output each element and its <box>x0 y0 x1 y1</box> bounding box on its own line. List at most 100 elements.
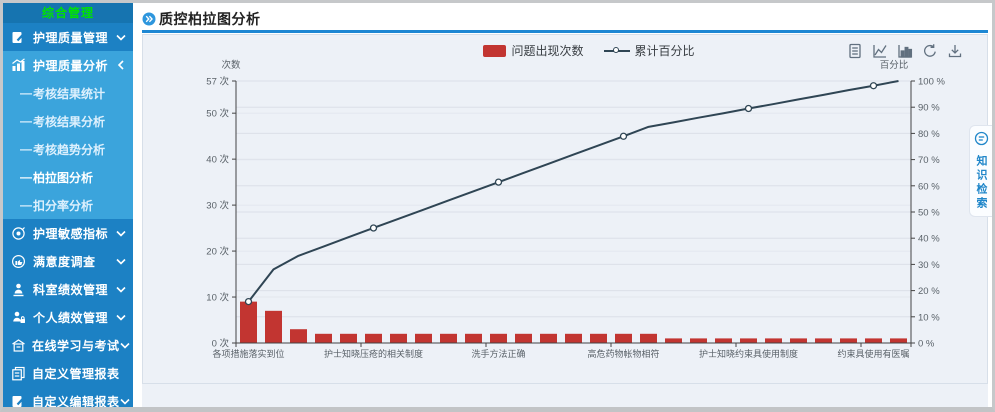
line-swatch-icon <box>603 46 630 53</box>
bar[interactable] <box>690 338 707 343</box>
y-left-tick-label: 30 次 <box>206 200 229 212</box>
knowledge-search-tab[interactable]: 知识检索 <box>969 125 992 217</box>
bar[interactable] <box>565 333 582 343</box>
y-right-tick-label: 10 % <box>918 312 940 323</box>
bar[interactable] <box>715 338 732 343</box>
bar[interactable] <box>665 338 682 343</box>
y-right-axis-name: 百分比 <box>880 59 909 71</box>
y-left-tick-label: 10 次 <box>206 292 229 304</box>
dash-bullet: — <box>20 142 32 156</box>
thumbs-up-icon <box>11 254 27 269</box>
bar[interactable] <box>890 338 907 343</box>
bar[interactable] <box>590 333 607 343</box>
y-left-tick-label: 20 次 <box>206 246 229 258</box>
data-view-icon[interactable] <box>847 43 863 59</box>
x-axis-label: 约束具使用有医嘱 <box>837 348 909 359</box>
sidebar-group-quality-analysis: 护理质量分析 — 考核结果统计 — 考核结果分析 — 考核趋势分析 — 柏拉图分… <box>3 51 133 219</box>
chevron-down-icon <box>114 33 126 42</box>
line-marker[interactable] <box>494 178 503 186</box>
sidebar-item-label: 护理敏感指标 <box>33 226 109 241</box>
x-axis-label: 护士知晓压疮的相关制度 <box>324 348 423 359</box>
bar[interactable] <box>540 333 557 343</box>
restore-icon[interactable] <box>922 43 938 59</box>
bar[interactable] <box>415 333 432 343</box>
bar[interactable] <box>790 338 807 343</box>
line-marker[interactable] <box>744 104 753 113</box>
chevron-down-icon <box>119 397 130 406</box>
chart-toolbox <box>847 43 963 59</box>
edit-report-icon <box>11 394 26 408</box>
sidebar-item-nursing-sensitive-indicators[interactable]: 护理敏感指标 <box>3 219 133 247</box>
bar[interactable] <box>765 338 782 343</box>
y-right-tick-label: 90 % <box>918 103 940 114</box>
sidebar-item-satisfaction-survey[interactable]: 满意度调查 <box>3 247 133 275</box>
line-marker[interactable] <box>619 132 628 140</box>
sidebar-subitem-assessment-result-analysis[interactable]: — 考核结果分析 <box>3 107 133 135</box>
bar[interactable] <box>740 338 757 343</box>
sidebar-subitem-assessment-result-statistics[interactable]: — 考核结果统计 <box>3 79 133 107</box>
sidebar-subitem-label: 考核趋势分析 <box>33 142 106 157</box>
legend-line-label: 累计百分比 <box>634 44 695 58</box>
sidebar-item-online-learning-exam[interactable]: 在线学习与考试 <box>3 331 133 359</box>
sidebar-item-custom-management-report[interactable]: 自定义管理报表 <box>3 359 133 387</box>
legend-item-bar[interactable]: 问题出现次数 <box>483 42 584 59</box>
bar[interactable] <box>815 338 832 343</box>
cumulative-line <box>247 80 899 303</box>
sidebar-subitem-assessment-trend-analysis[interactable]: — 考核趋势分析 <box>3 135 133 163</box>
sidebar-item-nursing-quality-analysis[interactable]: 护理质量分析 <box>3 51 133 79</box>
sidebar-subitem-label: 考核结果分析 <box>33 114 106 129</box>
bar[interactable] <box>615 333 632 343</box>
x-axis-label: 护士知晓约束具使用制度 <box>699 348 798 359</box>
y-left-tick-label: 0 次 <box>212 338 230 350</box>
bar[interactable] <box>390 333 407 343</box>
chart-panel: 0 次 10 次 20 次 30 次 40 次 50 次 57 次 0 % 10 % 20 % 30… <box>142 34 988 384</box>
knowledge-search-icon <box>974 131 989 151</box>
target-icon <box>11 226 27 241</box>
sidebar-item-label: 护理质量分析 <box>33 58 109 73</box>
bar[interactable] <box>365 333 382 343</box>
bar[interactable] <box>315 333 332 343</box>
panel-footer-area <box>142 384 988 407</box>
dash-bullet: — <box>20 170 32 184</box>
edit-document-icon <box>11 30 27 45</box>
personal-performance-icon <box>11 310 27 325</box>
save-image-icon[interactable] <box>947 43 963 59</box>
bar[interactable] <box>865 338 882 343</box>
line-chart-icon[interactable] <box>872 43 888 59</box>
bar[interactable] <box>640 333 657 343</box>
sidebar-item-label: 科室绩效管理 <box>33 282 109 297</box>
bar[interactable] <box>240 301 257 343</box>
chevron-down-icon <box>114 285 126 294</box>
online-learning-icon <box>11 338 26 353</box>
sidebar-item-label: 护理质量管理 <box>33 30 109 45</box>
bar[interactable] <box>515 333 532 343</box>
sidebar-item-department-performance[interactable]: 科室绩效管理 <box>3 275 133 303</box>
line-marker[interactable] <box>369 224 378 232</box>
department-performance-icon <box>11 282 27 297</box>
bar[interactable] <box>465 333 482 343</box>
sidebar-item-label: 个人绩效管理 <box>33 310 109 325</box>
bar[interactable] <box>840 338 857 343</box>
bar[interactable] <box>440 333 457 343</box>
line-marker[interactable] <box>244 297 253 306</box>
sidebar-item-label: 在线学习与考试 <box>32 338 120 353</box>
legend-item-line[interactable]: 累计百分比 <box>603 42 695 59</box>
x-axis-label: 洗手方法正确 <box>471 348 525 359</box>
knowledge-search-label: 知识检索 <box>975 155 987 211</box>
bar-chart-icon[interactable] <box>897 43 913 59</box>
line-marker[interactable] <box>869 82 878 90</box>
sidebar-item-label: 满意度调查 <box>33 254 96 269</box>
sidebar-header: 综合管理 <box>3 3 133 23</box>
legend-bar-label: 问题出现次数 <box>511 44 584 58</box>
sidebar-item-nursing-quality-management[interactable]: 护理质量管理 <box>3 23 133 51</box>
bar-swatch-icon <box>483 44 507 57</box>
sidebar-item-custom-edit-report[interactable]: 自定义编辑报表 <box>3 387 133 407</box>
sidebar-subitem-pareto-analysis[interactable]: — 柏拉图分析 <box>3 163 133 191</box>
bar[interactable] <box>265 310 282 343</box>
sidebar-item-personal-performance[interactable]: 个人绩效管理 <box>3 303 133 331</box>
sidebar-subitem-deduction-rate-analysis[interactable]: — 扣分率分析 <box>3 191 133 219</box>
bar[interactable] <box>340 333 357 343</box>
bar[interactable] <box>490 333 507 343</box>
bar[interactable] <box>290 329 307 343</box>
y-right-tick-label: 40 % <box>918 234 940 245</box>
